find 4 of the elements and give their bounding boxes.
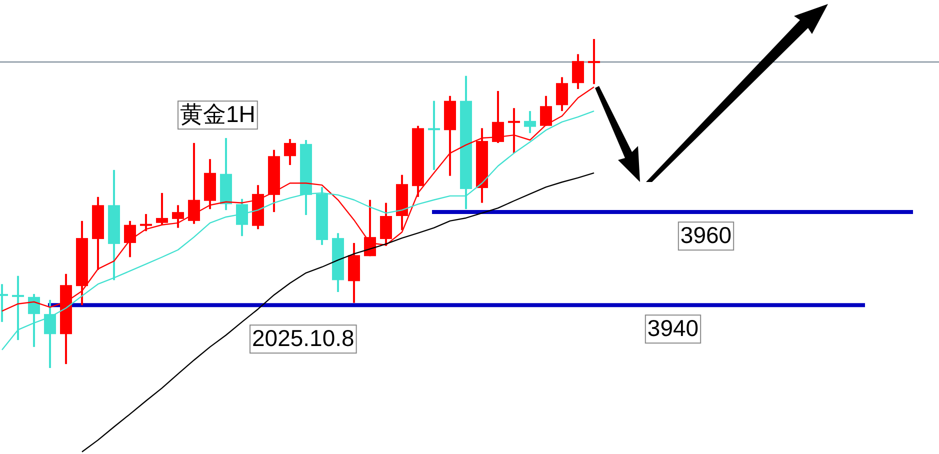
text: 3960 [680,222,732,248]
text: 3940 [647,315,699,342]
annotation: 2025.10.8 [252,325,354,352]
text: 黄金1H [180,101,256,128]
